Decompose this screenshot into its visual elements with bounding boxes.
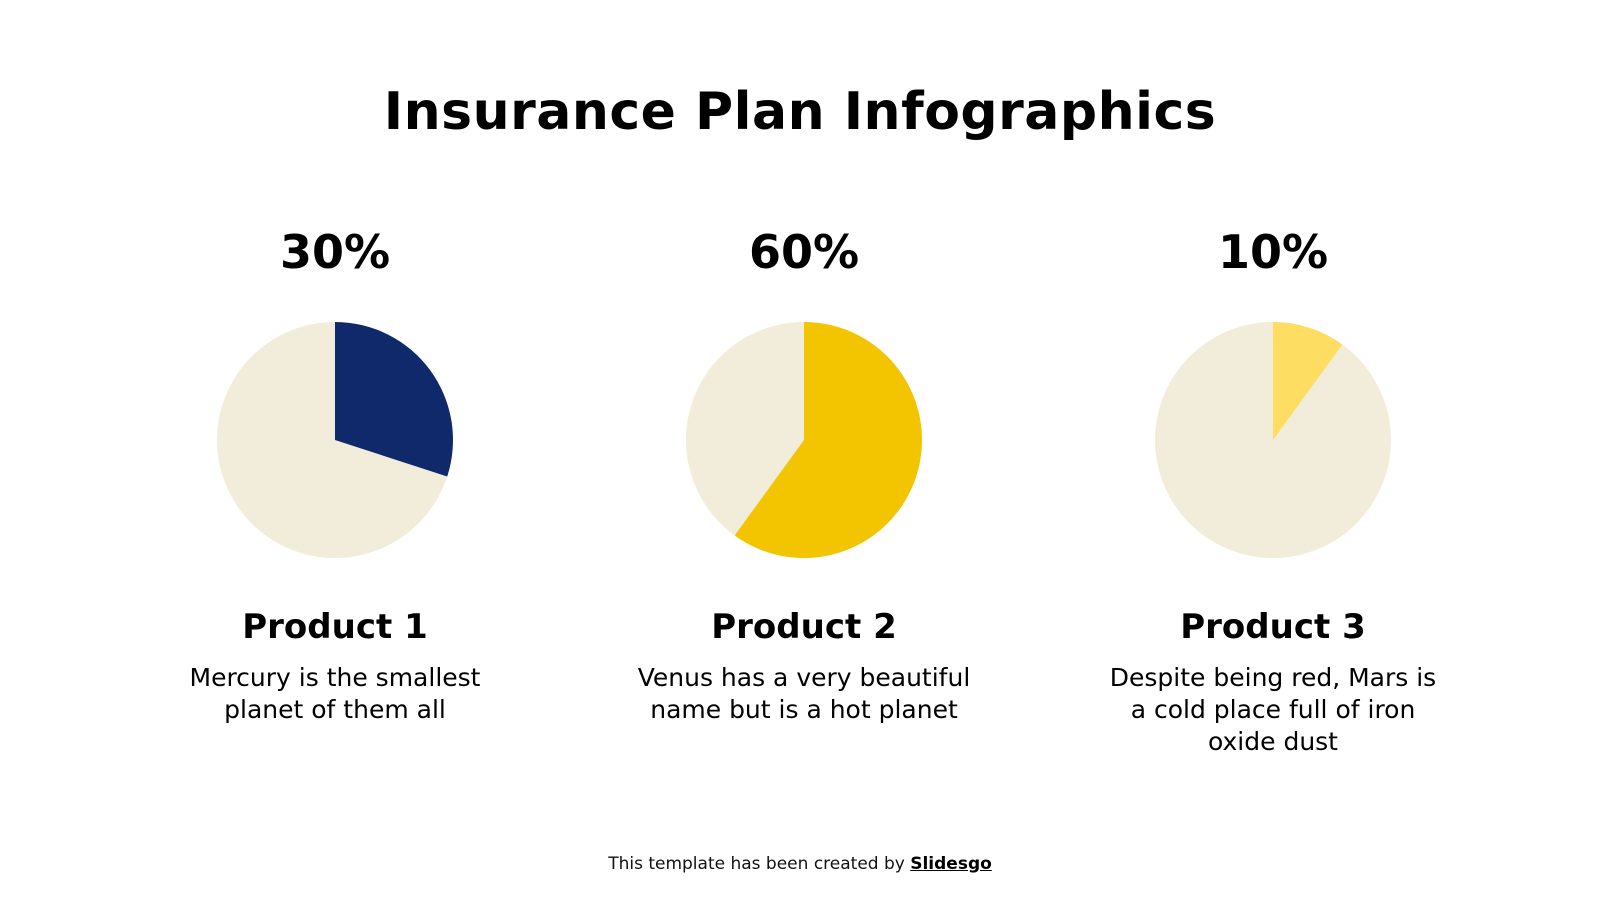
product-description: Mercury is the smallest planet of them a… [189, 663, 481, 724]
product-title: Product 1 [242, 607, 428, 647]
pie-chart-3 [1093, 320, 1453, 560]
pie-value-slice [734, 322, 922, 558]
pie-value-slice [1273, 322, 1343, 440]
pie-svg [686, 322, 922, 558]
product-description: Venus has a very beautiful name but is a… [637, 663, 971, 724]
footer-brand-link[interactable]: Slidesgo [910, 854, 992, 874]
footer-credit: This template has been created by Slides… [0, 854, 1600, 874]
pie-svg [1155, 322, 1391, 558]
product-description: Despite being red, Mars is a cold place … [1109, 663, 1437, 756]
pie-chart-2 [624, 320, 984, 560]
pie-value-slice [335, 322, 453, 477]
percent-label: 10% [1217, 225, 1329, 279]
page-title: Insurance Plan Infographics [383, 82, 1217, 142]
percent-label: 30% [279, 225, 391, 279]
product-title: Product 3 [1180, 607, 1366, 647]
pie-svg [217, 322, 453, 558]
product-card-3: 10% Product 3 Despite being red, Mars is… [1093, 220, 1453, 758]
product-title: Product 2 [711, 607, 897, 647]
percent-label: 60% [748, 225, 860, 279]
product-card-1: 30% Product 1 Mercury is the smallest pl… [155, 220, 515, 726]
pie-chart-1 [155, 320, 515, 560]
footer-text: This template has been created by [608, 854, 911, 874]
product-card-2: 60% Product 2 Venus has a very beautiful… [624, 220, 984, 726]
